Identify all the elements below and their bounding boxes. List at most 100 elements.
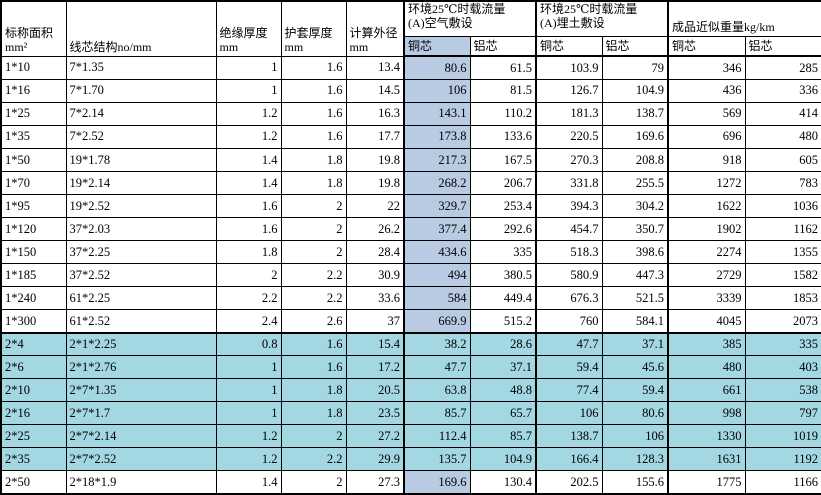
cell-soil-cu[interactable]: 760 bbox=[535, 309, 603, 334]
cell-wt-al[interactable]: 414 bbox=[744, 101, 821, 126]
cell-wt-cu[interactable]: 569 bbox=[667, 101, 746, 126]
cell-area[interactable]: 2*10 bbox=[0, 378, 67, 403]
cell-soil-al[interactable]: 255.5 bbox=[601, 170, 669, 195]
cell-diameter[interactable]: 26.2 bbox=[345, 216, 405, 241]
cell-sheath[interactable]: 1.6 bbox=[280, 331, 347, 357]
cell-air-cu[interactable]: 135.7 bbox=[403, 447, 471, 472]
cell-soil-cu[interactable]: 77.4 bbox=[535, 378, 603, 403]
cell-structure[interactable]: 2*1*2.25 bbox=[65, 331, 217, 357]
cell-diameter[interactable]: 22 bbox=[345, 193, 405, 218]
cell-wt-cu[interactable]: 1631 bbox=[667, 447, 746, 472]
cell-insulation[interactable]: 1 bbox=[215, 401, 282, 426]
cell-air-al[interactable]: 133.6 bbox=[469, 124, 537, 149]
cell-area[interactable]: 2*4 bbox=[0, 331, 67, 357]
cell-sheath[interactable]: 1.8 bbox=[280, 170, 347, 195]
cell-wt-al[interactable]: 783 bbox=[744, 170, 821, 195]
cell-diameter[interactable]: 27.2 bbox=[345, 424, 405, 449]
cell-wt-cu[interactable]: 3339 bbox=[667, 285, 746, 311]
cell-sheath[interactable]: 2 bbox=[280, 424, 347, 449]
cell-area[interactable]: 1*150 bbox=[0, 239, 67, 264]
cell-insulation[interactable]: 1 bbox=[215, 355, 282, 380]
cell-air-al[interactable]: 85.7 bbox=[469, 424, 537, 449]
cell-diameter[interactable]: 30.9 bbox=[345, 262, 405, 287]
cell-wt-al[interactable]: 1582 bbox=[744, 262, 821, 287]
cell-wt-al[interactable]: 403 bbox=[744, 355, 821, 380]
cell-wt-cu[interactable]: 1272 bbox=[667, 170, 746, 195]
cell-wt-cu[interactable]: 436 bbox=[667, 78, 746, 103]
cell-sheath[interactable]: 1.6 bbox=[280, 101, 347, 126]
cell-soil-al[interactable]: 80.6 bbox=[601, 401, 669, 426]
cell-diameter[interactable]: 37 bbox=[345, 309, 405, 334]
cell-structure[interactable]: 19*2.52 bbox=[65, 193, 217, 218]
cell-wt-al[interactable]: 335 bbox=[744, 331, 821, 357]
cell-wt-cu[interactable]: 918 bbox=[667, 147, 746, 172]
cell-insulation[interactable]: 1 bbox=[215, 378, 282, 403]
cell-structure[interactable]: 2*18*1.9 bbox=[65, 470, 217, 495]
cell-insulation[interactable]: 0.8 bbox=[215, 331, 282, 357]
cell-structure[interactable]: 2*7*1.7 bbox=[65, 401, 217, 426]
cell-soil-cu[interactable]: 47.7 bbox=[535, 331, 603, 357]
cell-area[interactable]: 1*16 bbox=[0, 78, 67, 103]
cell-wt-al[interactable]: 1019 bbox=[744, 424, 821, 449]
cell-wt-cu[interactable]: 1775 bbox=[667, 470, 746, 495]
cell-insulation[interactable]: 1.8 bbox=[215, 239, 282, 264]
cell-structure[interactable]: 7*2.14 bbox=[65, 101, 217, 126]
cell-air-al[interactable]: 81.5 bbox=[469, 78, 537, 103]
cell-area[interactable]: 2*6 bbox=[0, 355, 67, 380]
cell-area[interactable]: 1*50 bbox=[0, 147, 67, 172]
cell-wt-al[interactable]: 797 bbox=[744, 401, 821, 426]
cell-structure[interactable]: 37*2.25 bbox=[65, 239, 217, 264]
cell-structure[interactable]: 7*1.70 bbox=[65, 78, 217, 103]
cell-wt-al[interactable]: 480 bbox=[744, 124, 821, 149]
cell-wt-cu[interactable]: 4045 bbox=[667, 309, 746, 334]
cell-insulation[interactable]: 1.6 bbox=[215, 193, 282, 218]
cell-area[interactable]: 1*120 bbox=[0, 216, 67, 241]
cell-soil-al[interactable]: 106 bbox=[601, 424, 669, 449]
cell-air-al[interactable]: 61.5 bbox=[469, 55, 537, 80]
header-group-buried-ampacity[interactable]: 环境25℃时载流量 (A)埋土敷设 bbox=[535, 0, 669, 37]
cell-soil-cu[interactable]: 103.9 bbox=[535, 55, 603, 80]
cell-soil-cu[interactable]: 270.3 bbox=[535, 147, 603, 172]
subheader-air-copper[interactable]: 铜芯 bbox=[403, 35, 471, 57]
cell-area[interactable]: 1*35 bbox=[0, 124, 67, 149]
cell-air-cu[interactable]: 173.8 bbox=[403, 124, 471, 149]
subheader-air-aluminum[interactable]: 铝芯 bbox=[469, 35, 537, 57]
cell-insulation[interactable]: 1.4 bbox=[215, 470, 282, 495]
cell-air-cu[interactable]: 143.1 bbox=[403, 101, 471, 126]
cell-insulation[interactable]: 1.2 bbox=[215, 424, 282, 449]
cell-wt-al[interactable]: 1853 bbox=[744, 285, 821, 311]
cell-structure[interactable]: 2*7*2.14 bbox=[65, 424, 217, 449]
cell-air-al[interactable]: 37.1 bbox=[469, 355, 537, 380]
cell-diameter[interactable]: 29.9 bbox=[345, 447, 405, 472]
header-group-finished-weight[interactable]: 成品近似重量kg/km bbox=[666, 0, 821, 37]
cell-sheath[interactable]: 2 bbox=[280, 216, 347, 241]
subheader-buried-copper[interactable]: 铜芯 bbox=[535, 35, 603, 57]
cell-diameter[interactable]: 15.4 bbox=[345, 331, 405, 357]
cell-area[interactable]: 2*25 bbox=[0, 424, 67, 449]
cell-diameter[interactable]: 33.6 bbox=[345, 285, 405, 311]
cell-sheath[interactable]: 2.2 bbox=[280, 285, 347, 311]
cell-area[interactable]: 1*95 bbox=[0, 193, 67, 218]
cell-wt-cu[interactable]: 385 bbox=[667, 331, 746, 357]
cell-diameter[interactable]: 19.8 bbox=[345, 147, 405, 172]
cell-diameter[interactable]: 28.4 bbox=[345, 239, 405, 264]
cell-air-al[interactable]: 167.5 bbox=[469, 147, 537, 172]
cell-soil-al[interactable]: 350.7 bbox=[601, 216, 669, 241]
header-core-structure[interactable]: 线芯结构no/mm bbox=[65, 0, 217, 57]
cell-soil-cu[interactable]: 676.3 bbox=[535, 285, 603, 311]
cell-soil-al[interactable]: 37.1 bbox=[601, 331, 669, 357]
cell-structure[interactable]: 37*2.52 bbox=[65, 262, 217, 287]
cell-area[interactable]: 2*35 bbox=[0, 447, 67, 472]
cell-insulation[interactable]: 2.2 bbox=[215, 285, 282, 311]
cell-wt-al[interactable]: 2073 bbox=[744, 309, 821, 334]
cell-area[interactable]: 1*70 bbox=[0, 170, 67, 195]
cell-insulation[interactable]: 1 bbox=[215, 78, 282, 103]
cell-diameter[interactable]: 20.5 bbox=[345, 378, 405, 403]
cell-air-al[interactable]: 110.2 bbox=[469, 101, 537, 126]
cell-wt-cu[interactable]: 696 bbox=[667, 124, 746, 149]
cell-wt-cu[interactable]: 2729 bbox=[667, 262, 746, 287]
cell-wt-cu[interactable]: 1330 bbox=[667, 424, 746, 449]
cell-wt-cu[interactable]: 998 bbox=[667, 401, 746, 426]
cell-air-al[interactable]: 48.8 bbox=[469, 378, 537, 403]
cell-wt-al[interactable]: 605 bbox=[744, 147, 821, 172]
